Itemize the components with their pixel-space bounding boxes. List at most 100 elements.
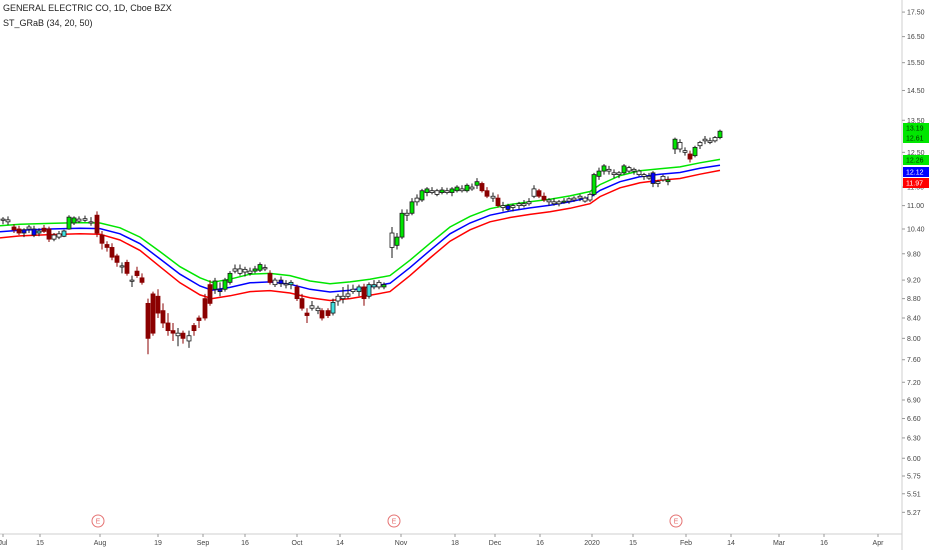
- candle-body: [665, 179, 671, 183]
- candle: [376, 280, 382, 290]
- time-tick-label: Nov: [395, 540, 408, 547]
- earnings-marker[interactable]: E: [91, 514, 105, 528]
- candle-body: [0, 218, 6, 221]
- candle: [191, 323, 197, 336]
- candle-body: [577, 195, 583, 199]
- candle-body: [381, 284, 387, 288]
- candle-body: [56, 233, 62, 238]
- candle-body: [46, 228, 52, 240]
- candle: [212, 277, 218, 294]
- candle: [186, 330, 192, 348]
- candle-body: [464, 184, 470, 192]
- candle-body: [510, 205, 516, 208]
- candle-body: [361, 286, 367, 300]
- candle-body: [288, 281, 294, 286]
- candle-body: [561, 200, 567, 203]
- time-tick-label: 15: [36, 540, 44, 547]
- upper-band-line: [0, 158, 721, 285]
- candle: [601, 164, 607, 175]
- candle-body: [631, 168, 637, 172]
- candle: [381, 282, 387, 290]
- candle: [582, 196, 588, 203]
- candles: [0, 129, 723, 355]
- candle-body: [626, 167, 632, 172]
- candle-body: [165, 322, 171, 332]
- candle: [51, 233, 57, 242]
- time-tick-label: 14: [336, 540, 344, 547]
- candle-body: [616, 172, 622, 175]
- candle-body: [641, 174, 647, 177]
- candle-body: [272, 279, 278, 286]
- candle-body: [707, 140, 713, 143]
- candle: [294, 284, 300, 301]
- time-tick-label: 15: [629, 540, 637, 547]
- candle-body: [278, 279, 284, 285]
- candle: [99, 231, 105, 250]
- candle: [571, 196, 577, 202]
- candle-body: [26, 226, 32, 230]
- candle: [46, 226, 52, 243]
- time-tick-label: Mar: [773, 540, 786, 547]
- candle-body: [454, 186, 460, 192]
- time-tick-label: Dec: [489, 540, 502, 547]
- candle-body: [299, 298, 305, 309]
- candle: [196, 315, 202, 329]
- earnings-marker[interactable]: E: [387, 514, 401, 528]
- candle-body: [621, 165, 627, 174]
- time-tick-label: 16: [536, 540, 544, 547]
- candle: [636, 169, 642, 177]
- candle-body: [294, 286, 300, 300]
- candle: [56, 231, 62, 240]
- price-tag: 12.12: [903, 167, 929, 177]
- candle: [439, 187, 445, 195]
- candle-body: [119, 265, 125, 268]
- earnings-marker[interactable]: E: [669, 514, 683, 528]
- candle: [516, 201, 522, 210]
- candle: [82, 215, 88, 222]
- price-tick-label: 5.51: [907, 491, 921, 498]
- candle: [389, 226, 395, 259]
- candle: [454, 185, 460, 193]
- candle-body: [212, 280, 218, 290]
- candle: [278, 276, 284, 287]
- candle: [682, 147, 688, 156]
- candle-body: [237, 268, 243, 274]
- candle: [262, 264, 268, 272]
- price-tick-label: 8.00: [907, 336, 921, 343]
- candle: [414, 194, 420, 206]
- candle-body: [587, 193, 593, 201]
- candle: [165, 313, 171, 336]
- candle-body: [180, 332, 186, 339]
- candle-body: [319, 310, 325, 319]
- candle: [665, 176, 671, 186]
- candle: [350, 284, 356, 294]
- candle-body: [160, 310, 166, 324]
- candle-body: [175, 332, 181, 337]
- candle: [404, 209, 410, 222]
- price-axis[interactable]: 17.50 16.50 15.50 14.50 13.50 12.50 11.50 11.00…: [901, 0, 925, 550]
- candle-body: [232, 268, 238, 272]
- candle: [361, 283, 367, 306]
- candle-body: [429, 190, 435, 193]
- candle: [217, 282, 223, 297]
- candle-body: [11, 226, 17, 231]
- candle: [335, 293, 341, 306]
- candle: [660, 174, 666, 182]
- time-axis[interactable]: Jul 15 Aug 19 Sep 16 Oct 14 Nov 18 Dec 16 2020 15 Feb 1…: [0, 533, 902, 547]
- candle: [697, 140, 703, 150]
- candle: [76, 216, 82, 224]
- candle: [371, 280, 377, 290]
- candle: [449, 187, 455, 197]
- candle-body: [104, 244, 110, 248]
- candle: [207, 280, 213, 306]
- candle-body: [16, 228, 22, 234]
- candle-body: [636, 170, 642, 175]
- candle: [556, 199, 562, 207]
- candle: [330, 298, 336, 316]
- candle-body: [521, 203, 527, 207]
- candle-body: [419, 190, 425, 201]
- candle: [227, 271, 233, 285]
- candle-body: [283, 283, 289, 286]
- candle: [71, 216, 77, 226]
